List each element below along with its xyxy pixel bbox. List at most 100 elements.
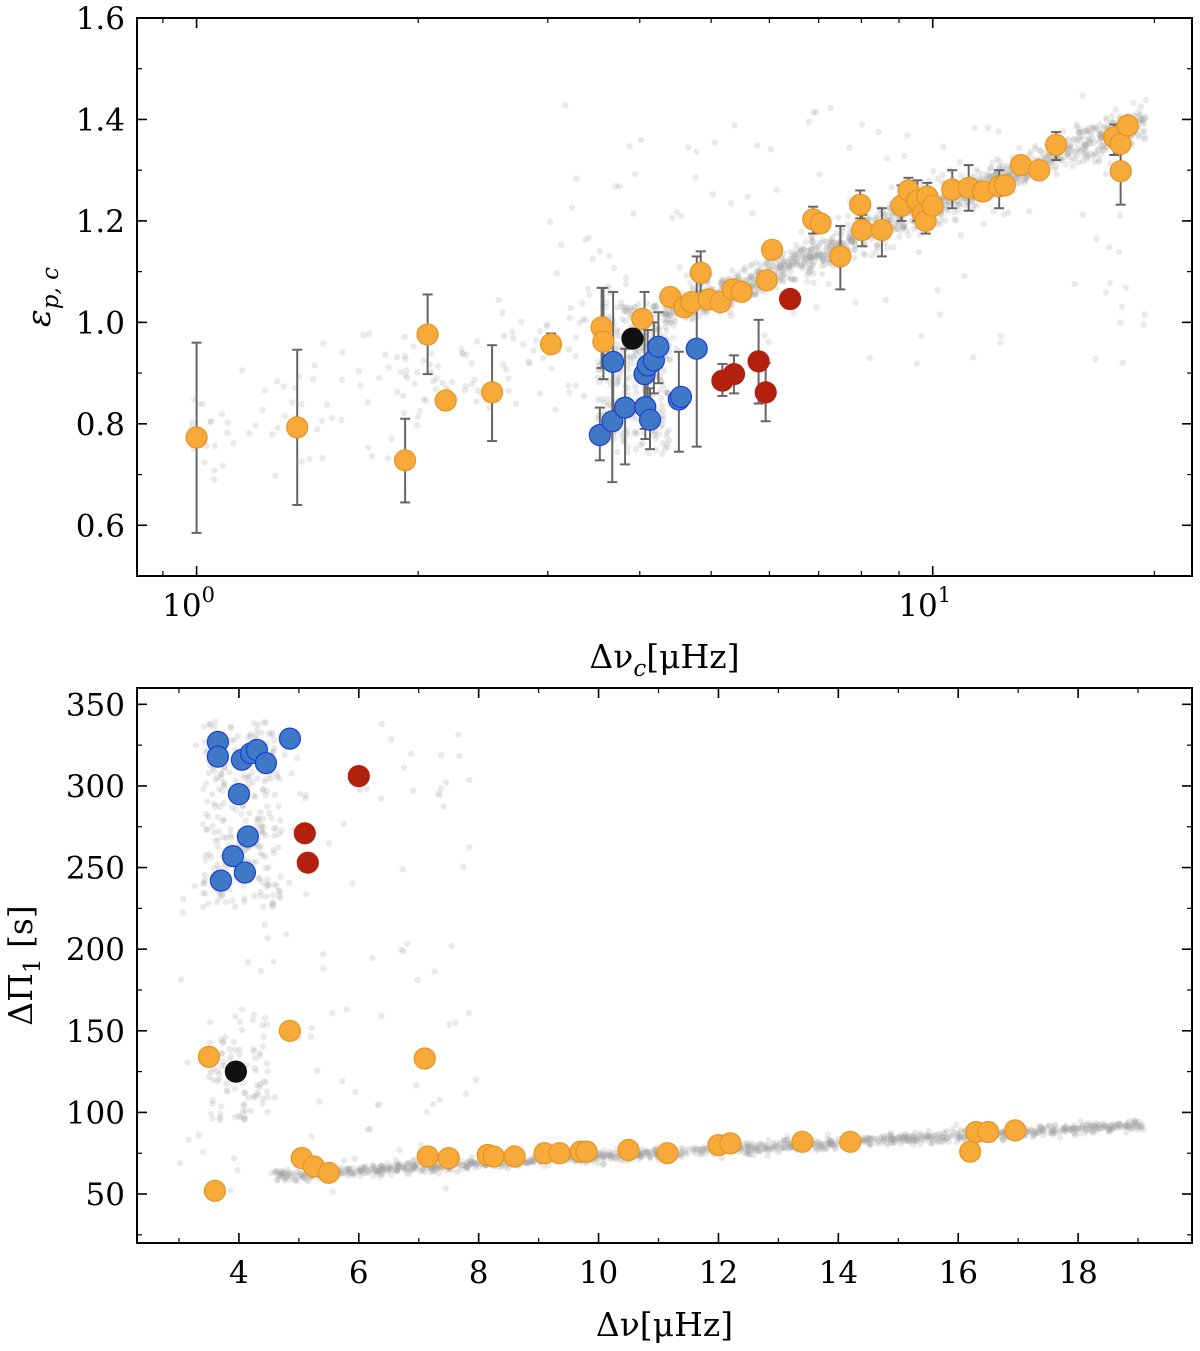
bottom-bg-point	[1109, 1125, 1117, 1132]
bottom-bg-point	[1034, 1129, 1041, 1137]
top-bg-point	[814, 248, 821, 255]
bottom-bg-point	[390, 1162, 397, 1170]
top-bg-point	[787, 268, 795, 275]
bottom-bg-point	[299, 1174, 306, 1181]
top-bg-point	[957, 200, 964, 207]
top-bg-point	[1091, 151, 1099, 158]
bottom-bg-point	[943, 1127, 951, 1135]
bottom-bg-point	[776, 1147, 783, 1154]
bottom-bg-point	[746, 1150, 754, 1158]
top-bg-point	[269, 430, 276, 438]
top-bg-point	[896, 233, 903, 240]
bottom-bg-point	[219, 892, 226, 899]
bottom-bg-point	[927, 1133, 934, 1140]
top-bg-point	[1137, 111, 1144, 118]
bottom-bg-point	[370, 1172, 377, 1179]
top-bg-point	[848, 234, 855, 242]
data-point-orange	[416, 323, 439, 346]
top-bg-point	[1093, 235, 1100, 243]
top-bg-point	[604, 402, 611, 409]
top-bg-point	[817, 251, 824, 258]
bottom-bg-point	[277, 1170, 285, 1177]
bottom-bg-point	[252, 793, 259, 801]
bottom-bg-point	[263, 1060, 270, 1067]
bottom-bg-point	[241, 1116, 248, 1123]
top-bg-point	[517, 318, 525, 325]
bottom-bg-point	[271, 791, 279, 798]
top-bg-point	[796, 248, 804, 255]
top-bg-point	[539, 355, 547, 362]
bottom-bg-point	[351, 1155, 358, 1162]
top-bg-point	[819, 248, 826, 255]
bottom-bg-point	[274, 1176, 282, 1183]
top-bg-point	[414, 413, 422, 420]
top-bg-point	[891, 226, 898, 233]
bottom-bg-point	[766, 1145, 773, 1153]
bottom-bg-point	[1084, 1121, 1091, 1128]
bottom-bg-point	[596, 1149, 604, 1156]
bottom-bg-point	[241, 895, 248, 902]
bottom-bg-point	[638, 1149, 645, 1157]
top-bg-point	[686, 279, 694, 287]
bottom-bg-point	[1081, 1130, 1088, 1137]
top-bg-point	[941, 217, 948, 224]
bottom-bg-point	[679, 1150, 686, 1157]
top-bg-point	[1015, 144, 1023, 152]
bottom-bg-point	[377, 1165, 384, 1172]
top-bg-point	[984, 173, 991, 180]
bottom-bg-point	[945, 1133, 953, 1141]
bottom-bg-point	[1107, 1121, 1114, 1129]
bottom-bg-point	[273, 1167, 281, 1175]
bottom-bg-point	[213, 899, 221, 906]
top-bg-point	[986, 172, 993, 179]
bottom-bg-point	[1114, 1121, 1121, 1129]
top-bg-point	[817, 254, 824, 261]
bottom-bg-point	[1104, 1126, 1112, 1133]
bottom-bg-point	[815, 1139, 822, 1147]
top-bg-point	[1102, 170, 1109, 178]
top-bg-point	[1070, 135, 1078, 143]
bottom-bg-point	[260, 903, 267, 910]
bottom-bg-point	[395, 1162, 403, 1170]
top-bg-point	[844, 212, 851, 219]
top-bg-point	[613, 373, 621, 380]
bottom-bg-point	[877, 1140, 884, 1147]
bottom-bg-point	[640, 1152, 648, 1159]
top-bg-point	[562, 101, 569, 109]
bottom-bg-point	[643, 1147, 651, 1154]
top-bg-point	[803, 278, 811, 285]
bottom-bg-point	[1052, 1121, 1059, 1129]
top-bg-point	[795, 250, 803, 258]
bottom-bg-point	[338, 1169, 345, 1176]
bottom-bg-point	[1070, 1126, 1078, 1133]
top-bg-point	[360, 331, 367, 339]
bottom-bg-point	[268, 1170, 275, 1177]
bottom-bg-point	[249, 768, 256, 776]
top-bg-point	[790, 276, 797, 283]
top-bg-point	[1098, 142, 1105, 149]
top-bg-point	[662, 310, 670, 318]
top-bg-point	[1108, 112, 1116, 120]
bottom-bg-point	[437, 1165, 444, 1172]
top-bg-point	[874, 244, 881, 251]
top-bg-point	[788, 257, 795, 265]
data-point-blue	[209, 869, 232, 892]
bottom-bg-point	[825, 1140, 833, 1147]
top-bg-point	[851, 242, 858, 249]
top-bg-point	[628, 360, 635, 367]
bottom-bg-point	[913, 1138, 921, 1145]
bottom-bg-point	[1098, 1124, 1105, 1131]
bottom-bg-point	[245, 1094, 252, 1101]
bottom-bg-point	[234, 1167, 241, 1174]
bottom-bg-point	[220, 800, 227, 807]
bottom-bg-point	[862, 1137, 869, 1144]
top-bg-point	[1141, 135, 1149, 143]
top-bg-point	[819, 270, 826, 277]
top-bg-point	[1134, 131, 1142, 138]
top-bg-point	[1044, 152, 1052, 159]
bottom-bg-point	[267, 775, 275, 783]
bottom-bg-point	[685, 1145, 692, 1153]
top-bg-point	[810, 279, 817, 287]
top-bg-point	[827, 105, 834, 112]
top-bg-point	[728, 312, 735, 320]
